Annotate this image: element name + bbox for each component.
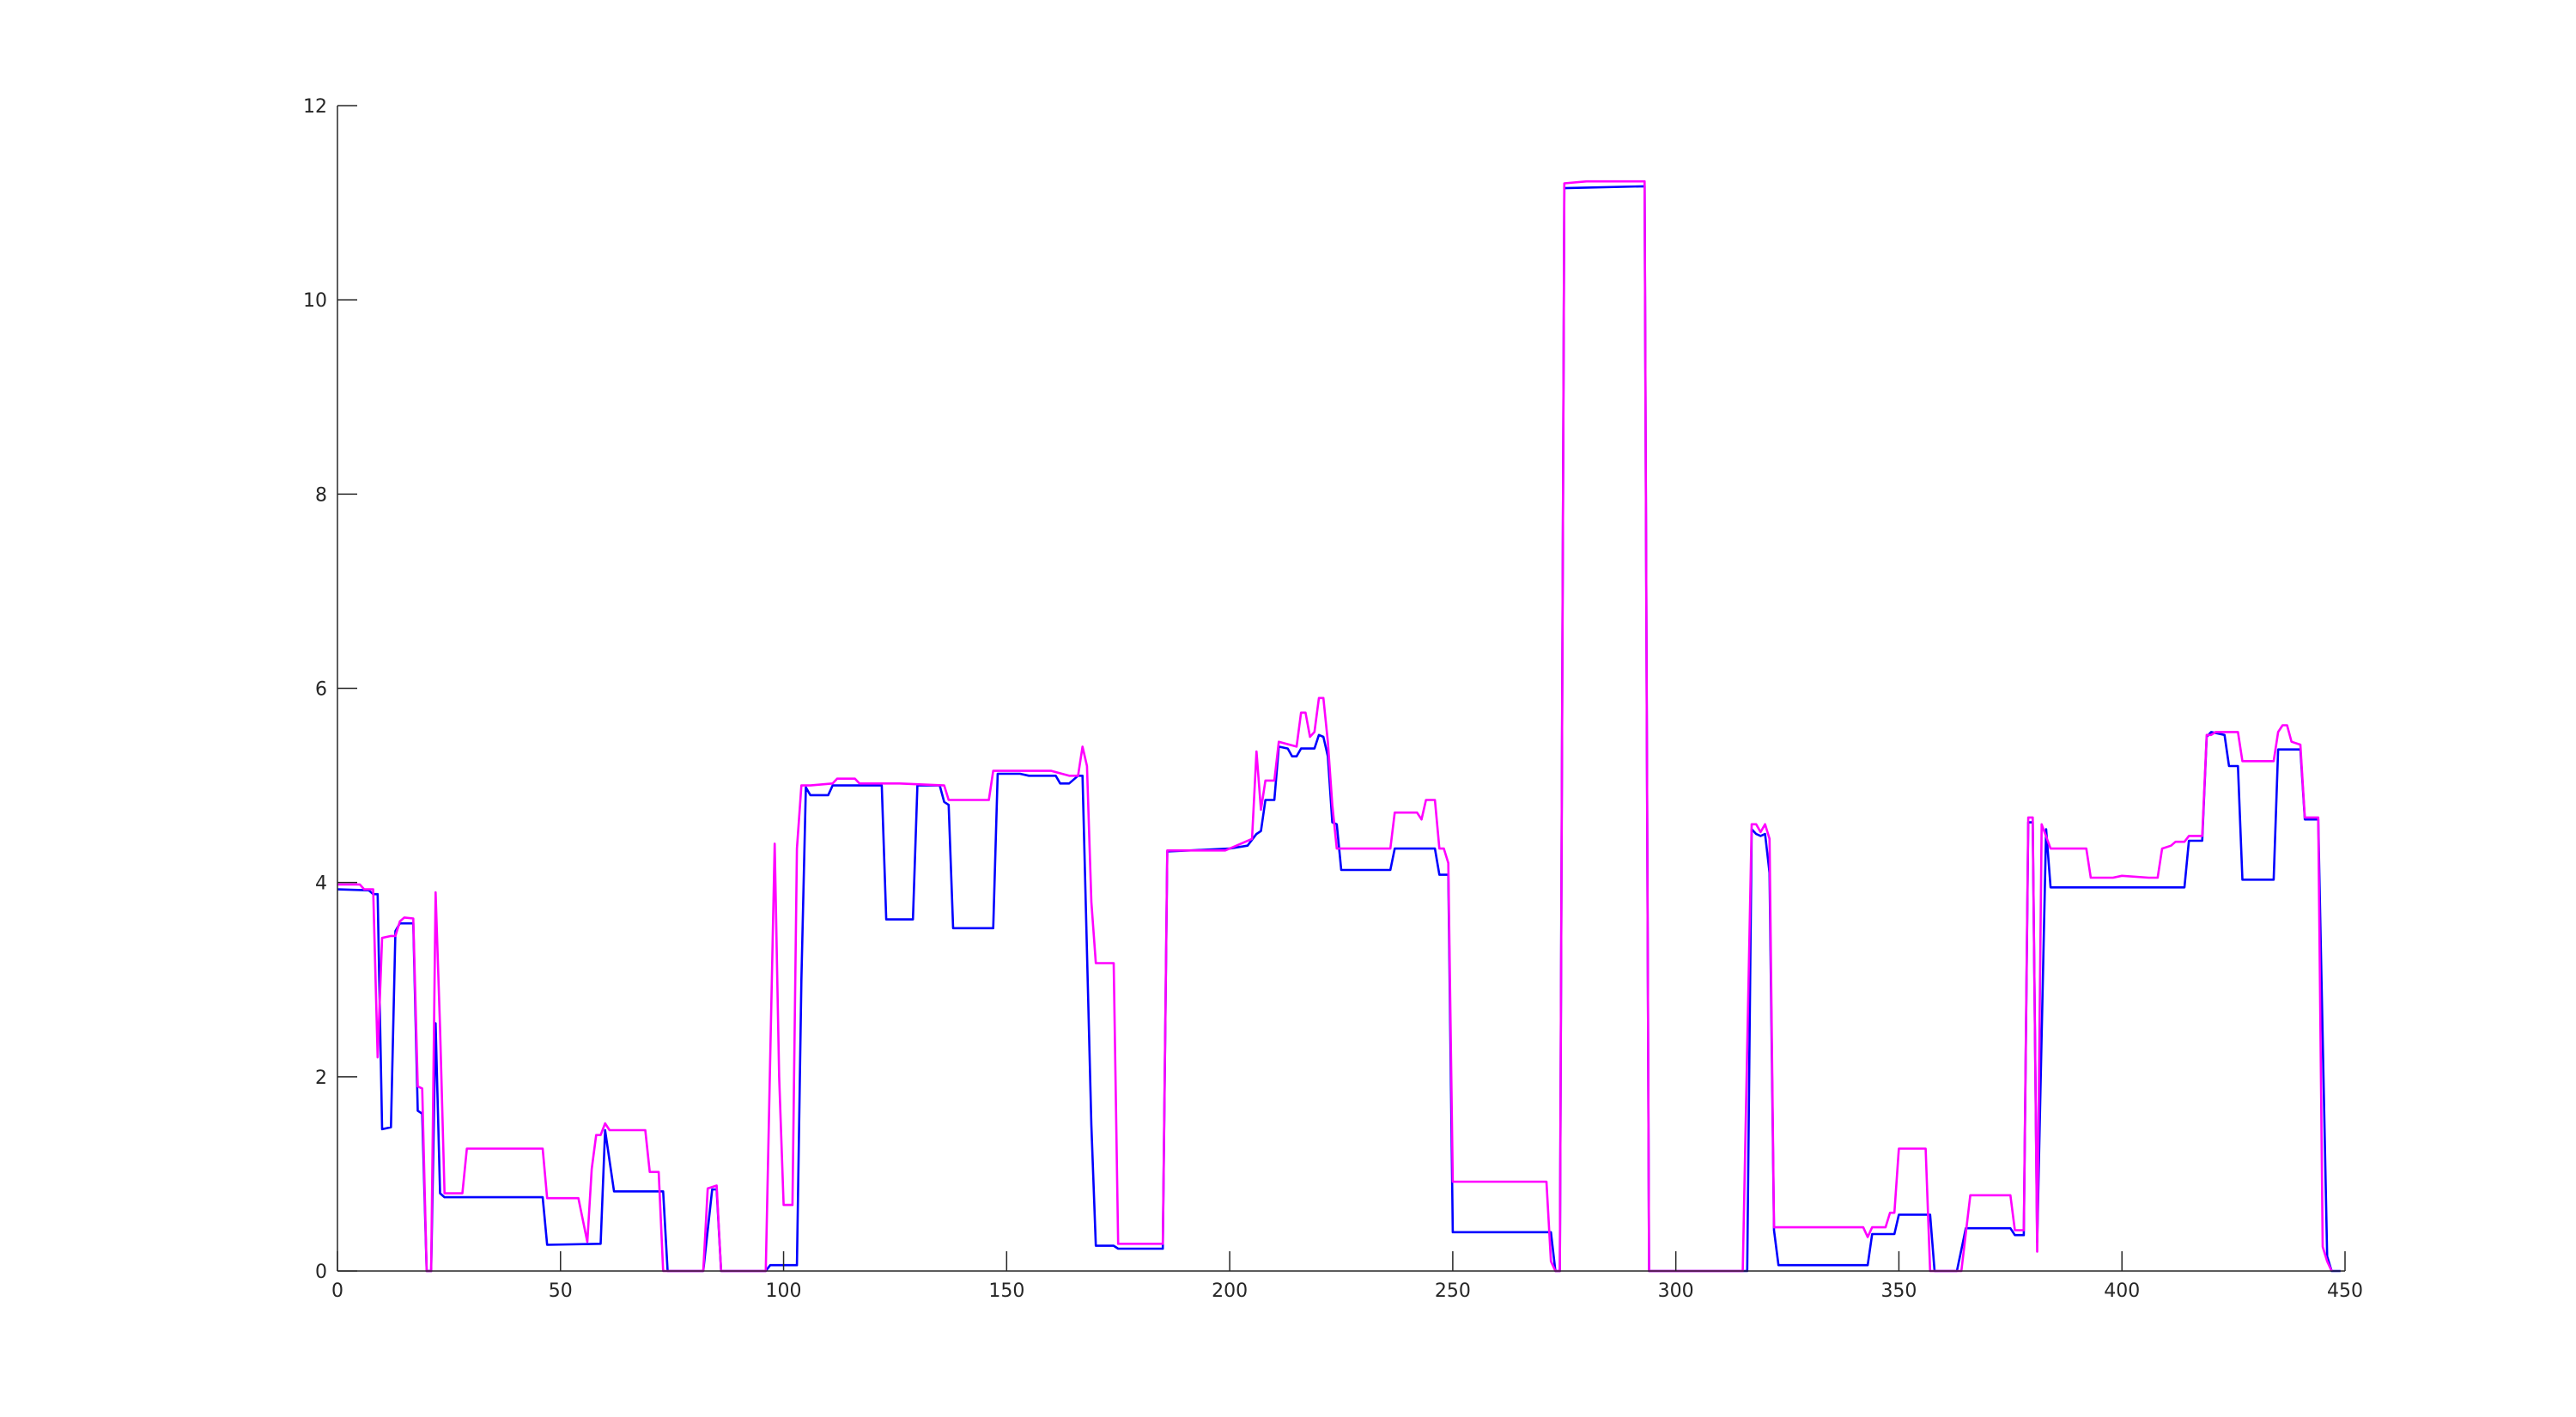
y-tick-label: 12 (303, 96, 327, 118)
x-tick-label: 0 (331, 1280, 343, 1302)
x-tick-label: 200 (1212, 1280, 1248, 1302)
x-tick-label: 400 (2104, 1280, 2140, 1302)
series-line-1 (337, 185, 2341, 1273)
x-tick-label: 350 (1880, 1280, 1917, 1302)
series-layer (337, 179, 2341, 1273)
tick-layer: 0 50 100 150 200 250 300 350 400 450 0 2 4 6 8 10 12 (303, 96, 2363, 1302)
y-tick-label: 2 (315, 1067, 327, 1089)
x-tick-label: 450 (2327, 1280, 2363, 1302)
y-tick-label: 4 (315, 873, 327, 895)
y-tick-label: 10 (303, 290, 327, 312)
y-tick-label: 6 (315, 679, 327, 701)
series-line-2 (337, 179, 2333, 1273)
x-tick-label: 100 (766, 1280, 802, 1302)
y-tick-label: 8 (315, 484, 327, 506)
y-tick-label: 0 (315, 1262, 327, 1283)
x-tick-label: 50 (549, 1280, 573, 1302)
x-tick-label: 150 (988, 1280, 1024, 1302)
x-tick-label: 250 (1435, 1280, 1471, 1302)
x-tick-label: 300 (1658, 1280, 1694, 1302)
axis-layer (337, 106, 2345, 1272)
